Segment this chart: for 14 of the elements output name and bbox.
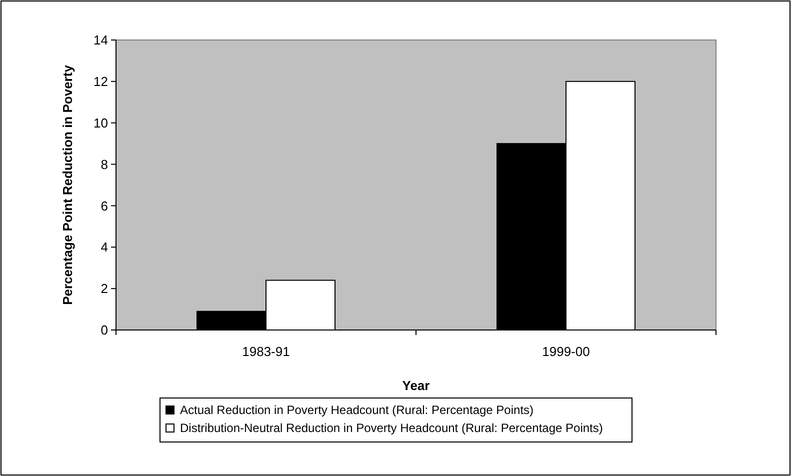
legend-label: Distribution-Neutral Reduction in Poverty Headcount (Rural: Percentage Points) — [180, 421, 603, 435]
legend-label: Actual Reduction in Poverty Headcount (Rural: Percentage Points) — [180, 403, 534, 417]
y-tick-label: 0 — [100, 322, 108, 338]
y-tick-label: 4 — [100, 240, 108, 255]
y-tick-label: 2 — [100, 281, 108, 296]
x-tick-label: 1999-00 — [542, 344, 590, 359]
y-tick-label: 14 — [94, 32, 108, 48]
x-tick-label: 1983-91 — [242, 344, 290, 359]
y-tick-label: 12 — [94, 74, 108, 89]
y-tick-label: 10 — [94, 115, 108, 130]
x-axis-title: Year — [402, 378, 430, 393]
y-axis-title: Percentage Point Reduction in Poverty — [60, 64, 75, 305]
y-tick-label: 8 — [100, 156, 108, 172]
y-tick-label: 6 — [100, 198, 108, 214]
